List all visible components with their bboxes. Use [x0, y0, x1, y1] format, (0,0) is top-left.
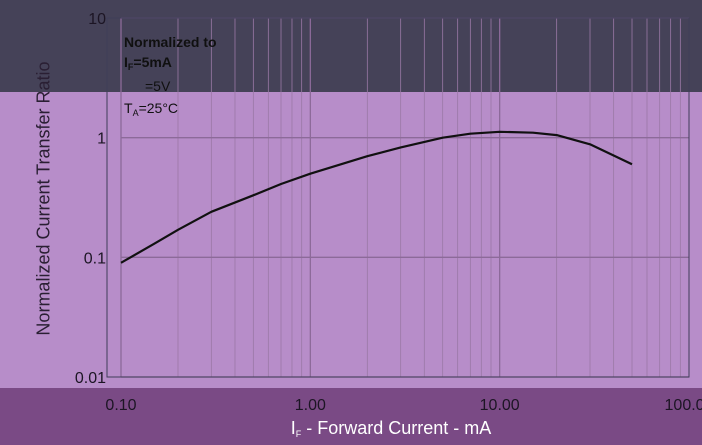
annotation-ta-value: =25°C	[138, 100, 179, 116]
grid-lines	[120, 17, 689, 378]
y-tick-label: 0.01	[75, 370, 106, 387]
x-axis-title-text: - Forward Current - mA	[301, 418, 492, 438]
annotation-ta-subscript: A	[132, 108, 139, 118]
annotation-if-symbol: I	[124, 54, 128, 70]
x-tick-label: 100.00	[665, 397, 702, 414]
x-axis-title-symbol: I	[290, 418, 296, 438]
annotation-if-subscript: F	[127, 62, 134, 72]
y-tick-label: 0.1	[84, 250, 106, 267]
series-line-0	[120, 130, 633, 264]
x-axis-title-subscript: F	[295, 429, 302, 439]
annotation-if-value: =5mA	[133, 54, 172, 70]
y-axis-title: Normalized Current Transfer Ratio	[33, 61, 54, 336]
y-tick-label: 10	[88, 11, 106, 28]
y-tick-label: 1	[97, 131, 106, 148]
tick-labels: 0.10 1.00 10.00 100.00 0.01 0.1 1 10	[75, 11, 702, 414]
plot-area-border	[106, 17, 690, 378]
x-axis-title: IF - Forward Current - mA	[0, 418, 702, 439]
annotation-line-1: Normalized to	[124, 34, 217, 50]
annotation-ta-symbol: T	[124, 100, 133, 116]
bottom-dark-band	[0, 388, 702, 445]
annotation-line-4: TA=25°C	[124, 100, 178, 118]
x-tick-label: 10.00	[480, 397, 520, 414]
annotation-line-3: =5V	[145, 78, 171, 94]
data-marks	[120, 130, 633, 264]
x-tick-label: 0.10	[105, 397, 136, 414]
top-dark-band	[0, 0, 702, 92]
x-tick-label: 1.00	[295, 397, 326, 414]
annotation-line-2: IF=5mA	[124, 54, 172, 72]
